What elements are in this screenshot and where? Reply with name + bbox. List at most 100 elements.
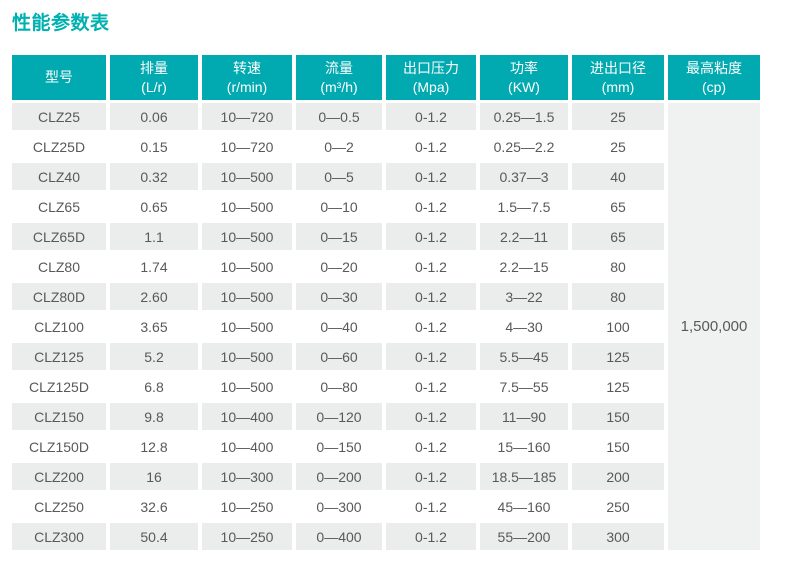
- model-cell: CLZ150D: [12, 433, 106, 460]
- power-cell: 2.2—15: [480, 253, 568, 280]
- outlet-pressure-cell: 0-1.2: [386, 493, 476, 520]
- displacement-cell: 0.15: [110, 133, 198, 160]
- displacement-cell: 2.60: [110, 283, 198, 310]
- displacement-cell: 1.1: [110, 223, 198, 250]
- outlet-pressure-cell: 0-1.2: [386, 163, 476, 190]
- column-header-name: 转速: [233, 59, 261, 76]
- model-cell: CLZ25: [12, 103, 106, 130]
- outlet-pressure-cell: 0-1.2: [386, 313, 476, 340]
- power-cell: 15—160: [480, 433, 568, 460]
- table-row-clz125d: CLZ125D 6.8 10—500 0—80 0-1.2 7.5—55 125: [12, 373, 760, 400]
- speed-cell: 10—250: [202, 493, 292, 520]
- column-header-unit: (m³/h): [320, 78, 358, 95]
- table-row-clz300: CLZ300 50.4 10—250 0—400 0-1.2 55—200 300: [12, 523, 760, 550]
- model-cell: CLZ300: [12, 523, 106, 550]
- table-row-clz150d: CLZ150D 12.8 10—400 0—150 0-1.2 15—160 150: [12, 433, 760, 460]
- column-header-name: 功率: [510, 59, 538, 76]
- column-header-port-diameter: 进出口径 (mm): [572, 55, 664, 100]
- column-header-name: 型号: [45, 69, 73, 86]
- model-cell: CLZ25D: [12, 133, 106, 160]
- column-header-outlet-pressure: 出口压力 (Mpa): [386, 55, 476, 100]
- model-cell: CLZ40: [12, 163, 106, 190]
- table-header: 型号 排量 (L/r) 转速 (r/min) 流量 (m³/h) 出口压力 (Mpa) 功率 (KW…: [12, 55, 760, 100]
- table-row-clz200: CLZ200 16 10—300 0—200 0-1.2 18.5—185 200: [12, 463, 760, 490]
- power-cell: 7.5—55: [480, 373, 568, 400]
- port-diameter-cell: 125: [572, 373, 664, 400]
- power-cell: 5.5—45: [480, 343, 568, 370]
- speed-cell: 10—500: [202, 223, 292, 250]
- table-row-clz80d: CLZ80D 2.60 10—500 0—30 0-1.2 3—22 80: [12, 283, 760, 310]
- model-cell: CLZ250: [12, 493, 106, 520]
- port-diameter-cell: 40: [572, 163, 664, 190]
- table-row-clz65: CLZ65 0.65 10—500 0—10 0-1.2 1.5—7.5 65: [12, 193, 760, 220]
- outlet-pressure-cell: 0-1.2: [386, 103, 476, 130]
- model-cell: CLZ200: [12, 463, 106, 490]
- column-header-power: 功率 (KW): [480, 55, 568, 100]
- column-header-unit: (mm): [601, 78, 635, 95]
- column-header-unit: (cp): [701, 78, 727, 95]
- outlet-pressure-cell: 0-1.2: [386, 223, 476, 250]
- flow-cell: 0—40: [296, 313, 382, 340]
- speed-cell: 10—400: [202, 403, 292, 430]
- column-header-displacement: 排量 (L/r): [110, 55, 198, 100]
- speed-cell: 10—500: [202, 373, 292, 400]
- power-cell: 1.5—7.5: [480, 193, 568, 220]
- flow-cell: 0—200: [296, 463, 382, 490]
- flow-cell: 0—80: [296, 373, 382, 400]
- table-row-clz100: CLZ100 3.65 10—500 0—40 0-1.2 4—30 100: [12, 313, 760, 340]
- speed-cell: 10—300: [202, 463, 292, 490]
- power-cell: 18.5—185: [480, 463, 568, 490]
- port-diameter-cell: 25: [572, 103, 664, 130]
- column-header-speed: 转速 (r/min): [202, 55, 292, 100]
- speed-cell: 10—720: [202, 133, 292, 160]
- table-row-clz25: CLZ25 0.06 10—720 0—0.5 0-1.2 0.25—1.5 25 1,500…: [12, 103, 760, 550]
- power-cell: 45—160: [480, 493, 568, 520]
- port-diameter-cell: 150: [572, 403, 664, 430]
- table-row-clz40: CLZ40 0.32 10—500 0—5 0-1.2 0.37—3 40: [12, 163, 760, 190]
- header-row: 型号 排量 (L/r) 转速 (r/min) 流量 (m³/h) 出口压力 (Mpa) 功率 (KW…: [12, 55, 760, 100]
- column-header-unit: (L/r): [141, 78, 167, 95]
- outlet-pressure-cell: 0-1.2: [386, 463, 476, 490]
- model-cell: CLZ150: [12, 403, 106, 430]
- model-cell: CLZ125: [12, 343, 106, 370]
- power-cell: 0.25—2.2: [480, 133, 568, 160]
- speed-cell: 10—250: [202, 523, 292, 550]
- flow-cell: 0—300: [296, 493, 382, 520]
- column-header-unit: (Mpa): [412, 78, 450, 95]
- power-cell: 0.37—3: [480, 163, 568, 190]
- model-cell: CLZ100: [12, 313, 106, 340]
- port-diameter-cell: 25: [572, 133, 664, 160]
- table-body: CLZ25 0.06 10—720 0—0.5 0-1.2 0.25—1.5 25 1,500…: [12, 103, 760, 550]
- speed-cell: 10—720: [202, 103, 292, 130]
- flow-cell: 0—0.5: [296, 103, 382, 130]
- displacement-cell: 6.8: [110, 373, 198, 400]
- table-row-clz25d: CLZ25D 0.15 10—720 0—2 0-1.2 0.25—2.2 25: [12, 133, 760, 160]
- column-header-unit: (r/min): [226, 78, 268, 95]
- column-header-name: 排量: [140, 59, 168, 76]
- port-diameter-cell: 125: [572, 343, 664, 370]
- flow-cell: 0—30: [296, 283, 382, 310]
- column-header-name: 流量: [325, 59, 353, 76]
- outlet-pressure-cell: 0-1.2: [386, 433, 476, 460]
- displacement-cell: 9.8: [110, 403, 198, 430]
- model-cell: CLZ65D: [12, 223, 106, 250]
- speed-cell: 10—500: [202, 343, 292, 370]
- displacement-cell: 0.65: [110, 193, 198, 220]
- outlet-pressure-cell: 0-1.2: [386, 343, 476, 370]
- power-cell: 2.2—11: [480, 223, 568, 250]
- port-diameter-cell: 150: [572, 433, 664, 460]
- displacement-cell: 12.8: [110, 433, 198, 460]
- speed-cell: 10—500: [202, 193, 292, 220]
- max-viscosity-merged-cell: 1,500,000: [668, 103, 760, 550]
- table-row-clz250: CLZ250 32.6 10—250 0—300 0-1.2 45—160 250: [12, 493, 760, 520]
- outlet-pressure-cell: 0-1.2: [386, 133, 476, 160]
- flow-cell: 0—2: [296, 133, 382, 160]
- displacement-cell: 0.32: [110, 163, 198, 190]
- displacement-cell: 16: [110, 463, 198, 490]
- column-header-name: 进出口径: [590, 59, 646, 76]
- port-diameter-cell: 80: [572, 283, 664, 310]
- column-header-unit: (KW): [508, 78, 540, 95]
- power-cell: 11—90: [480, 403, 568, 430]
- performance-parameter-table: 型号 排量 (L/r) 转速 (r/min) 流量 (m³/h) 出口压力 (Mpa) 功率 (KW…: [8, 52, 764, 553]
- outlet-pressure-cell: 0-1.2: [386, 403, 476, 430]
